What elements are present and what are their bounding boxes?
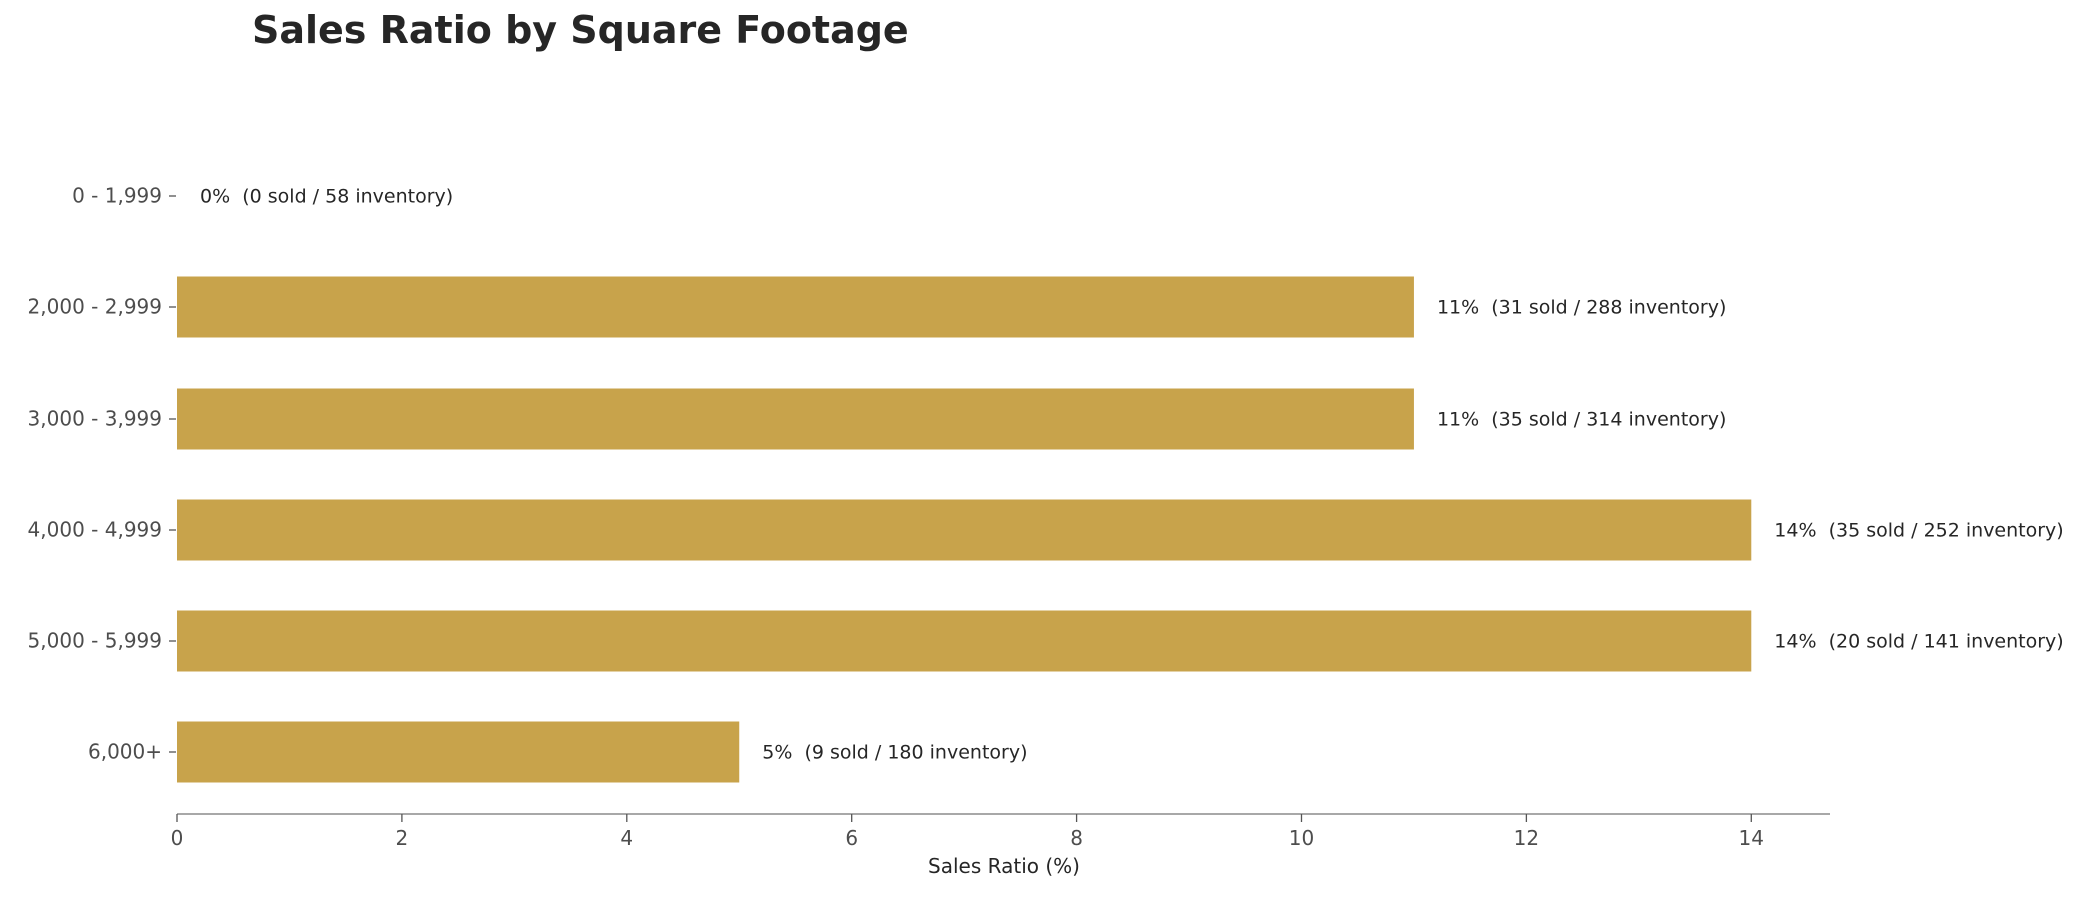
data-label: 5% (9 sold / 180 inventory): [762, 742, 1027, 764]
x-tick-label: 0: [171, 826, 184, 850]
y-tick-label: 6,000+: [88, 740, 162, 764]
y-tick-label: 5,000 - 5,999: [28, 629, 162, 653]
x-tick-label: 2: [396, 826, 409, 850]
y-tick-label: 3,000 - 3,999: [28, 407, 162, 431]
bar: [177, 721, 740, 783]
x-tick-label: 8: [1070, 826, 1083, 850]
x-axis: 0 2 4 6 8 10 12 14: [171, 813, 1830, 850]
bar: [177, 610, 1752, 672]
data-label: 14% (20 sold / 141 inventory): [1774, 631, 2063, 653]
chart-title: Sales Ratio by Square Footage: [252, 8, 909, 52]
x-tick-label: 14: [1739, 826, 1764, 850]
bar: [177, 499, 1752, 561]
x-axis-title: Sales Ratio (%): [928, 854, 1080, 878]
data-label: 14% (35 sold / 252 inventory): [1774, 520, 2063, 542]
y-tick-label: 0 - 1,999: [72, 184, 162, 208]
x-tick-label: 12: [1514, 826, 1539, 850]
bars-layer: [177, 276, 1752, 783]
data-label: 0% (0 sold / 58 inventory): [200, 186, 453, 208]
y-axis: 0 - 1,999 2,000 - 2,999 3,000 - 3,999 4,000…: [28, 184, 176, 764]
bar: [177, 276, 1414, 338]
bar: [177, 388, 1414, 450]
x-tick-label: 10: [1289, 826, 1314, 850]
data-labels-layer: 0% (0 sold / 58 inventory) 11% (31 sold /…: [200, 186, 2064, 764]
data-label: 11% (31 sold / 288 inventory): [1437, 297, 1726, 319]
y-tick-label: 4,000 - 4,999: [28, 518, 162, 542]
x-tick-label: 6: [845, 826, 858, 850]
x-tick-label: 4: [620, 826, 633, 850]
data-label: 11% (35 sold / 314 inventory): [1437, 409, 1726, 431]
y-tick-label: 2,000 - 2,999: [28, 295, 162, 319]
